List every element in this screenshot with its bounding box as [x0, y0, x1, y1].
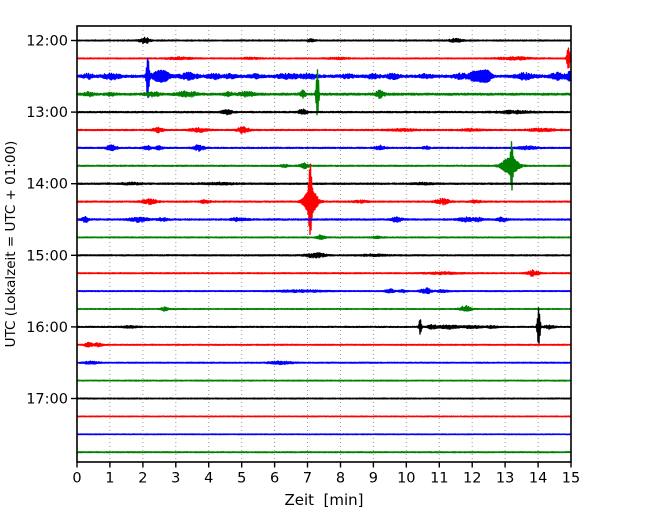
trace-14:15 — [76, 163, 572, 236]
trace-15:30 — [76, 287, 572, 295]
plot-border — [76, 25, 572, 463]
trace-12:15 — [76, 47, 572, 69]
trace-lines — [76, 36, 572, 454]
x-tick-label: 1 — [105, 471, 114, 487]
trace-16:30 — [76, 360, 572, 366]
trace-14:30 — [76, 215, 572, 223]
x-tick-label: 0 — [72, 471, 81, 487]
trace-13:00 — [76, 108, 572, 116]
x-ticks — [76, 462, 572, 468]
x-tick-label: 10 — [397, 471, 415, 487]
trace-15:15 — [76, 269, 572, 277]
x-tick-label: 7 — [303, 471, 312, 487]
trace-17:15 — [76, 415, 572, 418]
trace-15:45 — [76, 304, 572, 312]
x-tick-label: 5 — [237, 471, 246, 487]
trace-14:45 — [76, 234, 572, 240]
y-ticks — [71, 39, 77, 400]
trace-14:00 — [76, 181, 572, 186]
trace-17:30 — [76, 433, 572, 436]
y-tick-label: 15:00 — [26, 248, 68, 264]
x-tick-label: 9 — [369, 471, 378, 487]
grid-lines — [109, 26, 539, 462]
x-tick-label: 15 — [562, 471, 580, 487]
y-tick-label: 13:00 — [26, 105, 68, 121]
y-tick-labels: 12:00 13:00 14:00 15:00 16:00 17:00 — [26, 34, 68, 408]
x-tick-label: 6 — [270, 471, 279, 487]
y-tick-label: 17:00 — [26, 392, 68, 408]
x-tick-label: 13 — [496, 471, 514, 487]
trace-16:45 — [76, 379, 572, 382]
trace-12:45 — [76, 69, 572, 116]
trace-17:00 — [76, 397, 572, 400]
trace-17:45 — [76, 451, 572, 454]
trace-16:15 — [76, 341, 572, 348]
trace-13:15 — [76, 126, 572, 134]
x-tick-label: 3 — [171, 471, 180, 487]
plot-background — [77, 26, 571, 462]
x-tick-label: 2 — [138, 471, 147, 487]
trace-12:00 — [76, 36, 572, 45]
x-axis-title: Zeit [min] — [284, 491, 363, 509]
x-tick-label: 4 — [204, 471, 213, 487]
x-tick-label: 14 — [529, 471, 547, 487]
trace-16:00 — [76, 307, 572, 344]
y-tick-label: 16:00 — [26, 320, 68, 336]
trace-13:30 — [76, 144, 572, 152]
x-tick-label: 8 — [336, 471, 345, 487]
trace-15:00 — [76, 252, 572, 259]
y-axis-title: UTC (Lokalzeit = UTC + 01:00) — [3, 141, 19, 348]
y-tick-label: 12:00 — [26, 34, 68, 50]
x-tick-labels: 0 1 2 3 4 5 6 7 8 9 10 11 12 13 14 15 — [72, 471, 580, 487]
trace-12:30 — [76, 57, 572, 99]
x-tick-label: 12 — [463, 471, 481, 487]
y-tick-label: 14:00 — [26, 177, 68, 193]
trace-13:45 — [76, 141, 572, 191]
x-tick-label: 11 — [430, 471, 448, 487]
